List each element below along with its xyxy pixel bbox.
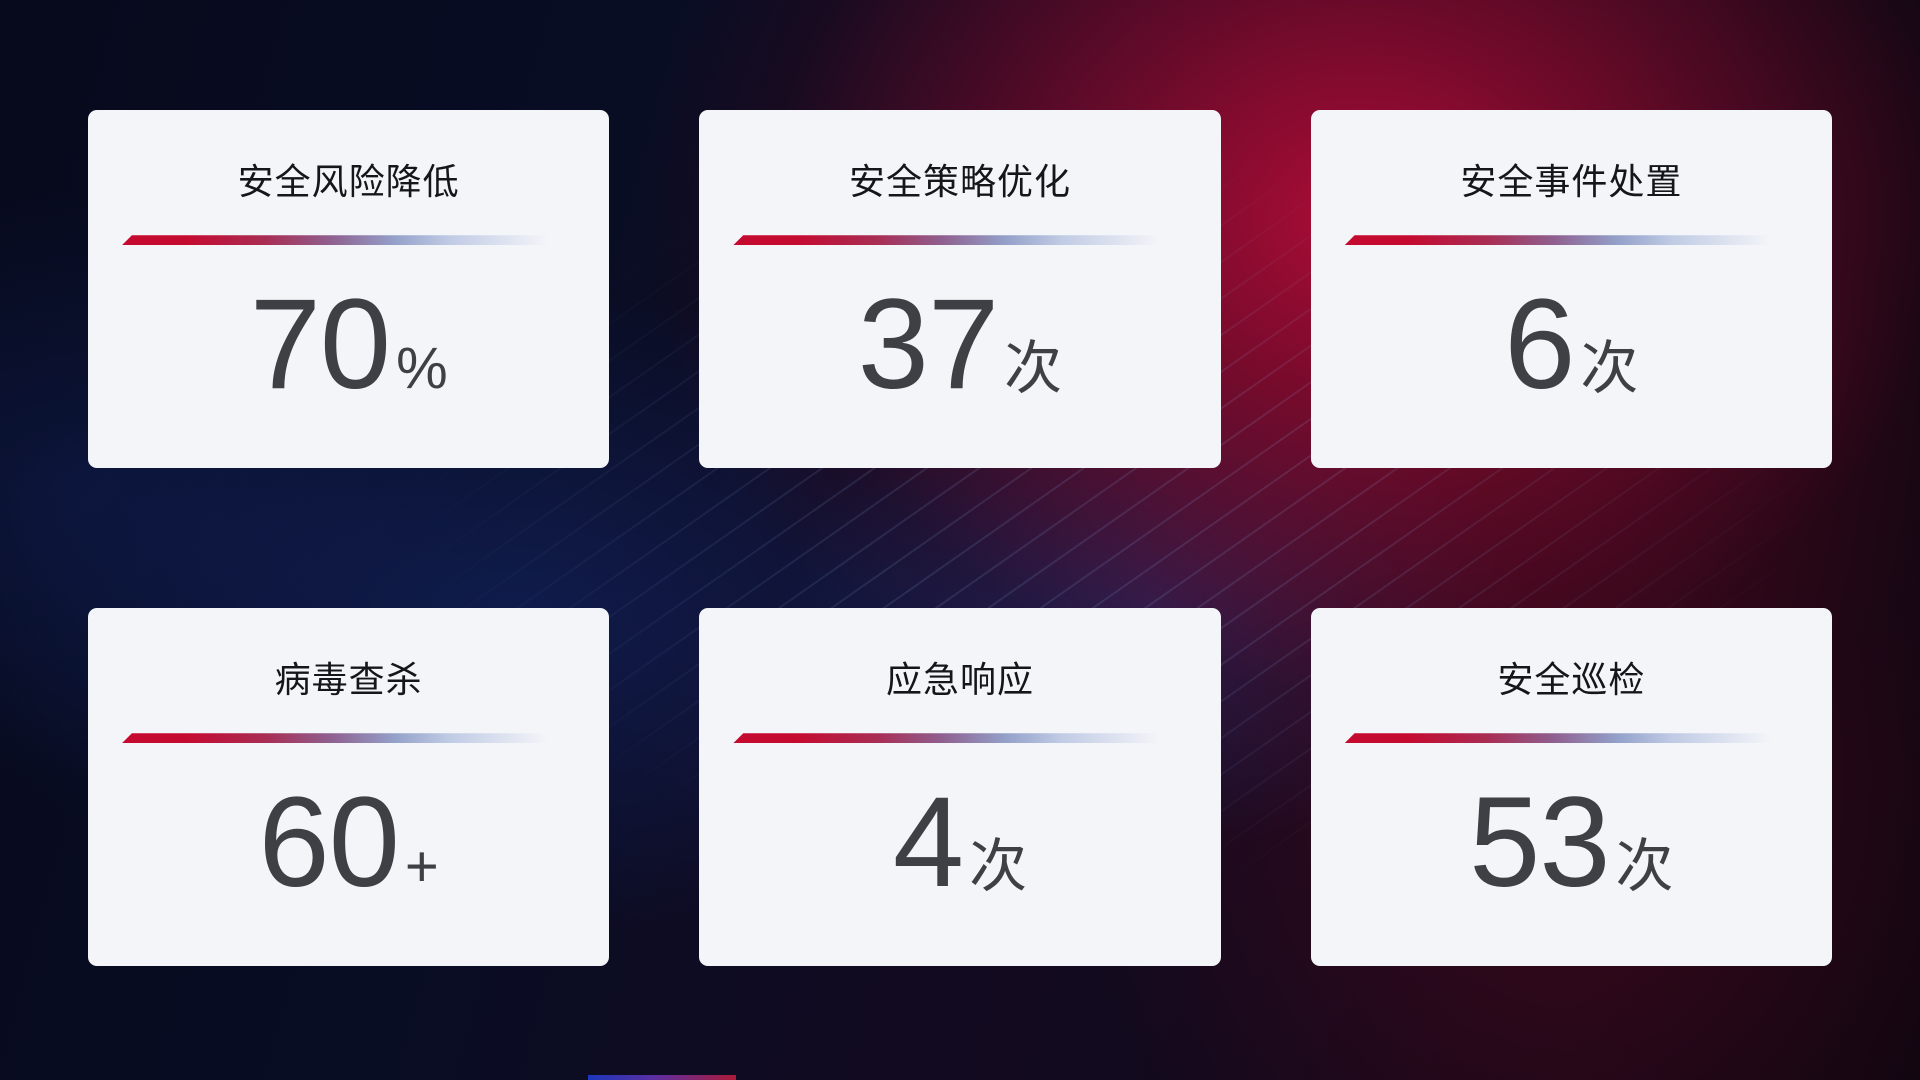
- card-value: 70 %: [250, 271, 448, 418]
- card-divider: [1344, 733, 1799, 744]
- card-value: 53 次: [1469, 769, 1673, 916]
- card-divider: [121, 235, 576, 246]
- card-value-unit: 次: [969, 834, 1028, 900]
- card-value: 4 次: [893, 769, 1027, 916]
- card-value-number: 37: [857, 273, 999, 417]
- kpi-cards-grid: 安全风险降低 70 % 安全策略优化 37 次 安全事件处置 6 次 病毒查杀 …: [88, 110, 1832, 966]
- stat-card-emergency-response: 应急响应 4 次: [699, 608, 1221, 966]
- stat-card-security-inspection: 安全巡检 53 次: [1310, 608, 1832, 966]
- bottom-edge-accent-line: [588, 1075, 736, 1080]
- card-value: 37 次: [858, 271, 1062, 418]
- card-title: 安全风险降低: [237, 161, 460, 202]
- card-title: 应急响应: [885, 659, 1034, 700]
- card-divider: [733, 733, 1187, 744]
- card-divider: [733, 235, 1187, 246]
- card-value-number: 70: [249, 273, 391, 417]
- card-value-unit: 次: [1580, 336, 1639, 402]
- card-divider: [1344, 235, 1799, 246]
- card-title: 病毒查杀: [274, 659, 423, 700]
- card-value-unit: 次: [1004, 336, 1063, 402]
- stat-card-security-policy-optimization: 安全策略优化 37 次: [699, 110, 1221, 468]
- stat-card-virus-scanning: 病毒查杀 60 +: [88, 608, 610, 966]
- stat-card-security-risk-reduction: 安全风险降低 70 %: [88, 110, 610, 468]
- card-value-number: 4: [892, 771, 964, 915]
- card-value-number: 60: [258, 771, 400, 915]
- card-value: 60 +: [259, 769, 439, 916]
- card-value-unit: %: [396, 336, 448, 402]
- card-value-unit: +: [404, 834, 439, 900]
- card-divider: [121, 733, 576, 744]
- card-value: 6 次: [1504, 271, 1638, 418]
- card-title: 安全巡检: [1497, 659, 1646, 700]
- card-value-number: 53: [1469, 771, 1610, 915]
- card-value-unit: 次: [1615, 834, 1674, 900]
- stat-card-security-incident-handling: 安全事件处置 6 次: [1310, 110, 1832, 468]
- card-value-number: 6: [1504, 273, 1575, 417]
- card-title: 安全策略优化: [848, 161, 1071, 202]
- card-title: 安全事件处置: [1460, 161, 1683, 202]
